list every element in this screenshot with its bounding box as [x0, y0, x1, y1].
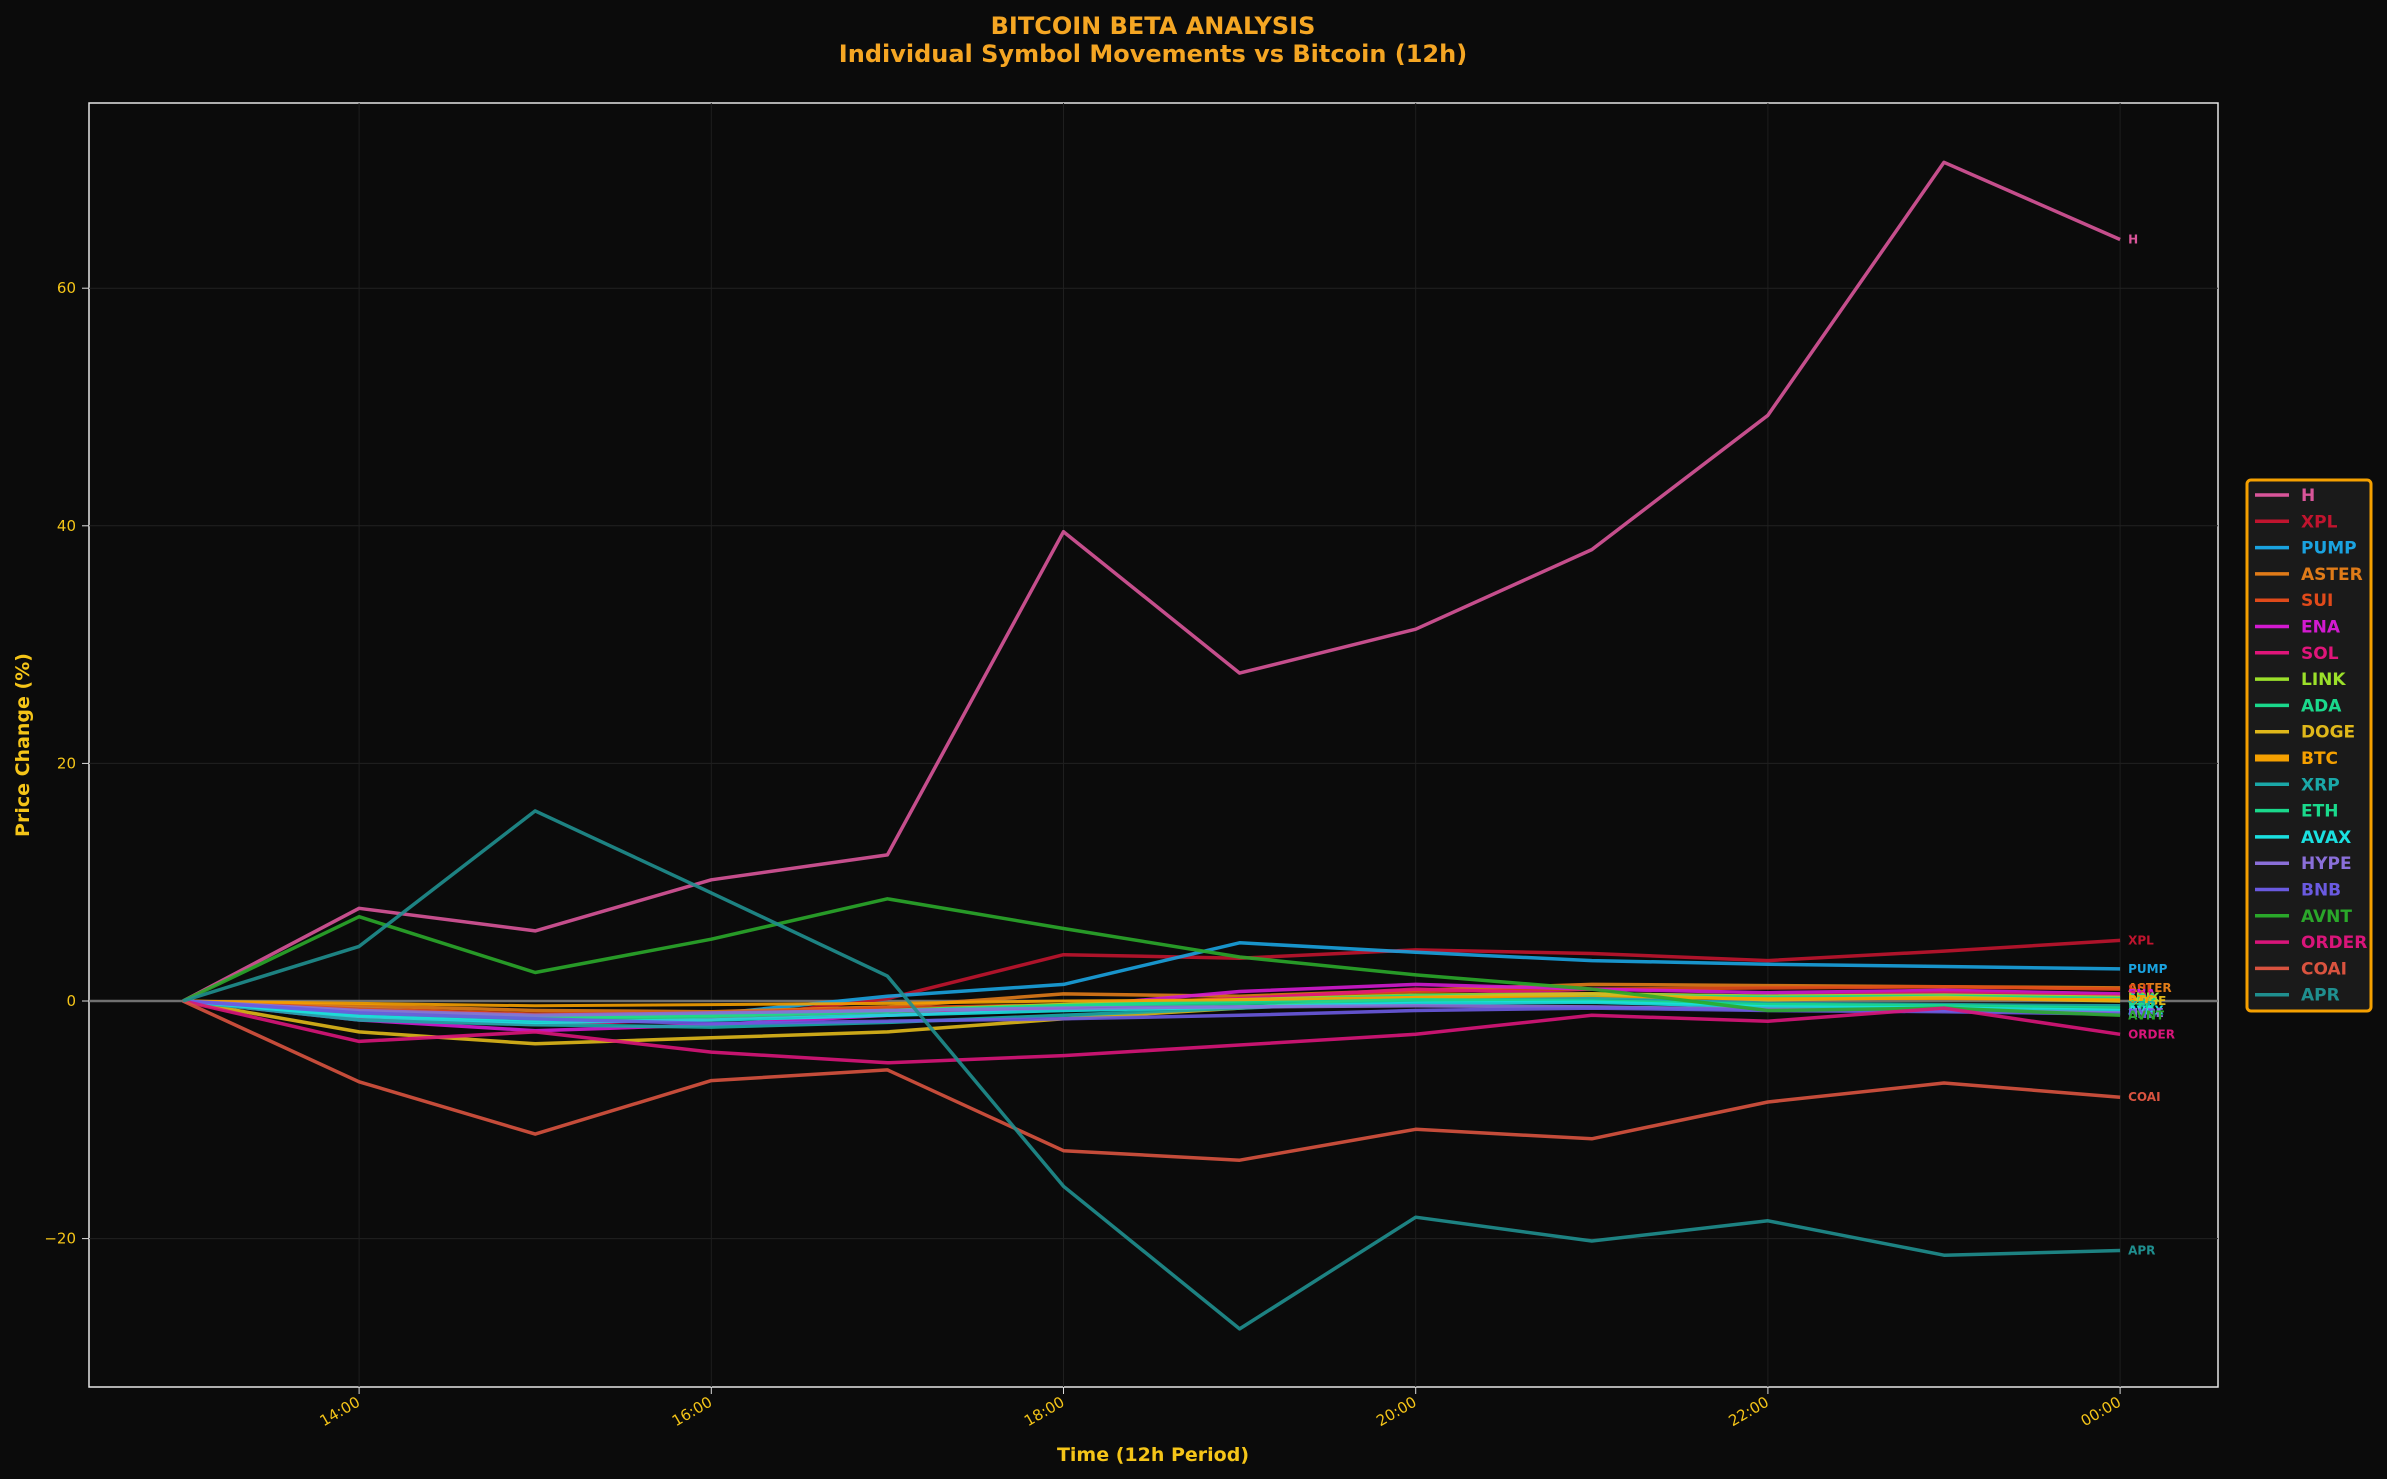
end-label-xrp: XRP — [2128, 999, 2155, 1013]
end-label-btc: BTC — [2128, 993, 2154, 1007]
legend-label-btc: BTC — [2301, 749, 2338, 769]
series-lines — [182, 160, 2121, 1331]
end-label-sol: SOL — [2128, 989, 2155, 1003]
legend-label-hype: HYPE — [2301, 854, 2352, 874]
x-tick-label: 18:00 — [1021, 1393, 1067, 1430]
end-label-bnb: BNB — [2128, 1007, 2156, 1021]
x-tick-label: 00:00 — [2078, 1393, 2124, 1430]
y-tick-label: 20 — [57, 754, 76, 772]
end-label-apr: APR — [2128, 1243, 2155, 1257]
end-label-pump: PUMP — [2128, 962, 2167, 976]
end-label-hype: HYPE — [2128, 1006, 2164, 1020]
legend-label-sui: SUI — [2301, 591, 2333, 611]
y-axis-ticks: −20 0 20 40 60 — [44, 279, 89, 1248]
legend-label-ada: ADA — [2301, 696, 2342, 716]
end-label-ena: ENA — [2128, 987, 2156, 1001]
x-axis-label: Time (12h Period) — [1057, 1444, 1249, 1466]
plot-area — [88, 102, 2219, 1388]
series-line-order — [182, 999, 2121, 1065]
legend: H XPL PUMP ASTER SUI ENA SOL LINK ADA DOGE BTC XRP E… — [2245, 478, 2373, 1013]
x-tick-label: 14:00 — [317, 1393, 363, 1430]
series-line-avnt — [182, 897, 2121, 1018]
legend-label-link: LINK — [2301, 670, 2346, 690]
end-label-eth: ETH — [2128, 1001, 2154, 1015]
x-tick-label: 20:00 — [1373, 1393, 1419, 1430]
legend-label-h: H — [2301, 486, 2315, 506]
y-tick-label: −20 — [44, 1230, 76, 1248]
x-tick-label: 22:00 — [1725, 1393, 1771, 1430]
end-label-doge: DOGE — [2128, 994, 2166, 1008]
legend-label-aster: ASTER — [2301, 565, 2363, 585]
end-label-sui: SUI — [2128, 982, 2151, 996]
series-line-btc — [182, 995, 2121, 1008]
end-label-link: LINK — [2128, 990, 2160, 1004]
end-label-avnt: AVNT — [2128, 1008, 2165, 1022]
x-tick-label: 16:00 — [669, 1393, 715, 1430]
legend-label-order: ORDER — [2301, 933, 2367, 953]
legend-label-xrp: XRP — [2301, 775, 2340, 795]
legend-label-avnt: AVNT — [2301, 907, 2352, 927]
legend-label-pump: PUMP — [2301, 539, 2357, 559]
end-label-avax: AVAX — [2128, 1004, 2164, 1018]
end-label-ada: ADA — [2128, 992, 2157, 1006]
end-label-order: ORDER — [2128, 1027, 2175, 1041]
end-label-h: H — [2128, 232, 2138, 246]
y-axis-label: Price Change (%) — [12, 653, 34, 837]
legend-label-doge: DOGE — [2301, 723, 2355, 743]
end-labels: H XPL PUMP ASTERSUIENASOLLINKADADOGEBTCXRPE… — [2128, 232, 2175, 1257]
legend-label-avax: AVAX — [2301, 828, 2351, 848]
series-line-h — [182, 160, 2121, 1003]
end-label-xpl: XPL — [2128, 933, 2154, 947]
end-label-coai: COAI — [2128, 1090, 2160, 1104]
legend-label-ena: ENA — [2301, 618, 2341, 638]
legend-label-xpl: XPL — [2301, 512, 2338, 532]
end-label-aster: ASTER — [2128, 981, 2172, 995]
y-tick-label: 60 — [57, 279, 76, 297]
chart-title: BITCOIN BETA ANALYSIS — [991, 12, 1316, 40]
y-tick-label: 0 — [66, 992, 76, 1010]
series-line-apr — [182, 809, 2121, 1331]
chart-subtitle: Individual Symbol Movements vs Bitcoin (… — [839, 40, 1467, 68]
legend-box — [2245, 478, 2373, 1013]
y-tick-label: 40 — [57, 517, 76, 535]
legend-label-bnb: BNB — [2301, 881, 2341, 901]
legend-label-apr: APR — [2301, 986, 2340, 1006]
series-line-aster — [182, 982, 2121, 1014]
legend-label-sol: SOL — [2301, 644, 2339, 664]
legend-label-coai: COAI — [2301, 959, 2347, 979]
series-line-coai — [182, 999, 2121, 1162]
legend-label-eth: ETH — [2301, 802, 2338, 822]
x-axis-ticks: 14:00 16:00 18:00 20:00 22:00 00:00 — [317, 1387, 2124, 1430]
